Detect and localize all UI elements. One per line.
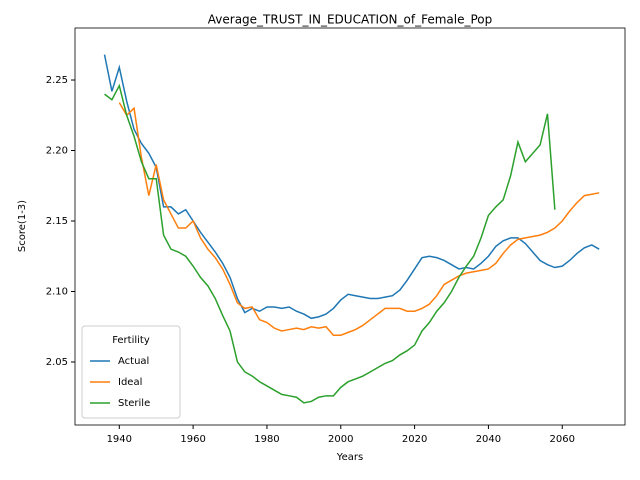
y-tick-label: 2.25	[46, 75, 68, 86]
x-tick-label: 1980	[254, 434, 279, 445]
y-tick-label: 2.10	[46, 286, 68, 297]
y-tick-label: 2.05	[46, 357, 68, 368]
x-tick-label: 2000	[328, 434, 353, 445]
y-tick-label: 2.20	[46, 146, 68, 157]
chart-title: Average_TRUST_IN_EDUCATION_of_Female_Pop	[208, 13, 492, 27]
legend-label: Sterile	[118, 398, 150, 409]
x-tick-label: 2040	[476, 434, 501, 445]
x-tick-label: 2020	[402, 434, 427, 445]
x-tick-label: 2060	[550, 434, 575, 445]
y-axis-label: Score(1-3)	[17, 200, 28, 252]
x-tick-label: 1940	[107, 434, 132, 445]
legend-label: Ideal	[118, 377, 142, 388]
line-series	[104, 83, 556, 404]
line-series	[118, 102, 600, 336]
x-tick-label: 1960	[180, 434, 205, 445]
x-axis-label: Years	[336, 452, 363, 463]
legend-label: Actual	[118, 356, 149, 367]
plot-frame	[74, 27, 626, 426]
legend-title: Fertility	[112, 335, 150, 346]
y-tick-label: 2.15	[46, 216, 68, 227]
legend-box	[81, 325, 181, 419]
line-series	[103, 54, 600, 320]
